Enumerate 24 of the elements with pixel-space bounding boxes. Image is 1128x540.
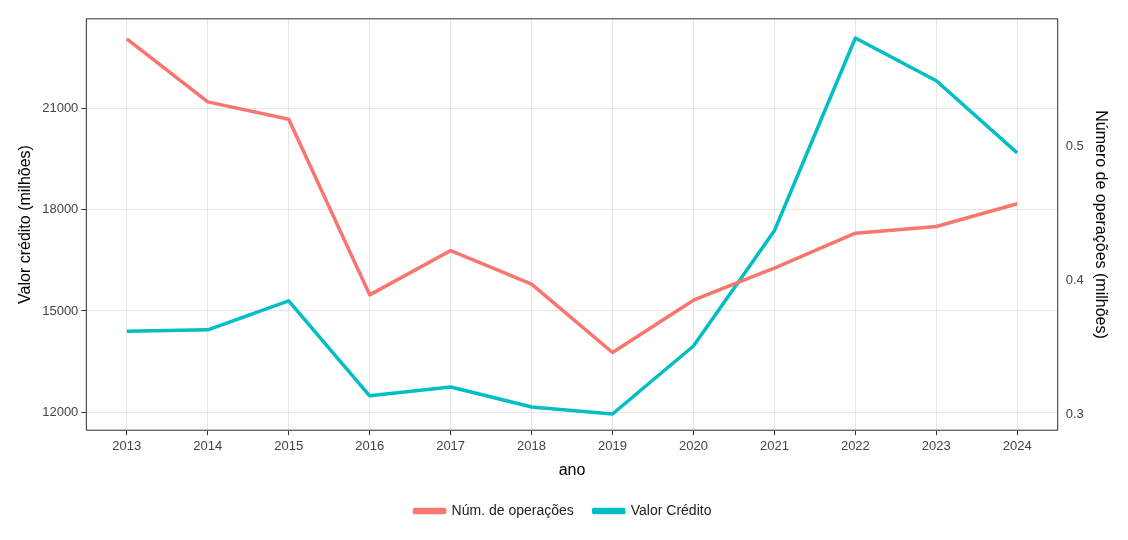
x-tick-label: 2019 (598, 437, 627, 453)
x-axis-title: ano (558, 460, 586, 478)
x-tick-label: 2020 (679, 437, 708, 453)
y2-axis-title: Número de operações (milhões) (1092, 110, 1110, 339)
x-tick-label: 2014 (193, 437, 223, 453)
x-tick-label: 2016 (355, 437, 385, 453)
x-tick-label: 2023 (921, 437, 951, 453)
y-tick-label: 21000 (42, 100, 79, 116)
y-tick-label: 12000 (42, 403, 79, 419)
legend-label: Núm. de operações (451, 501, 574, 518)
y-tick-label: 15000 (42, 302, 79, 318)
legend-label: Valor Crédito (630, 501, 712, 518)
x-tick-label: 2018 (517, 437, 547, 453)
x-tick-label: 2021 (759, 437, 789, 453)
x-tick-label: 2015 (274, 437, 304, 453)
y2-tick-label: 0.5 (1065, 137, 1084, 153)
y2-tick-label: 0.3 (1065, 405, 1084, 421)
x-tick-label: 2017 (436, 437, 466, 453)
x-tick-label: 2022 (840, 437, 870, 453)
x-tick-label: 2024 (1002, 437, 1032, 453)
y2-tick-label: 0.4 (1065, 271, 1084, 287)
y-tick-label: 18000 (42, 201, 79, 217)
x-tick-label: 2013 (112, 437, 142, 453)
y-axis-title: Valor crédito (milhões) (16, 145, 34, 304)
